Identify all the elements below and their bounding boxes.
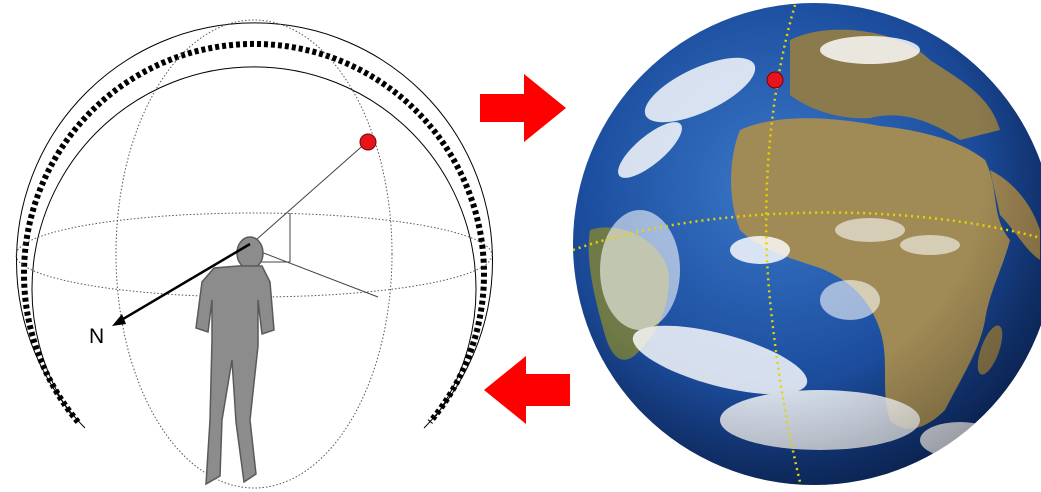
- star-marker: [359, 133, 377, 151]
- north-label: N: [89, 325, 104, 348]
- sightline: [247, 140, 369, 248]
- dome-rim-outer: [16, 22, 493, 429]
- north-arrow: [117, 242, 251, 324]
- horizon-ellipse: [15, 212, 493, 298]
- earth-globe-icon: [572, 3, 1041, 485]
- arrow-right-icon: [480, 74, 566, 142]
- globe-marker: [766, 71, 784, 89]
- dome-rim-dots: [21, 41, 487, 424]
- person-silhouette-icon: [195, 236, 275, 486]
- meridian-ellipse: [115, 19, 393, 489]
- arrow-left-icon: [484, 356, 570, 424]
- dome-rim-inner: [31, 66, 477, 417]
- azimuth-line: [247, 246, 379, 298]
- celestial-dome-diagram: N: [15, 19, 493, 489]
- north-arrow-head: [112, 314, 126, 326]
